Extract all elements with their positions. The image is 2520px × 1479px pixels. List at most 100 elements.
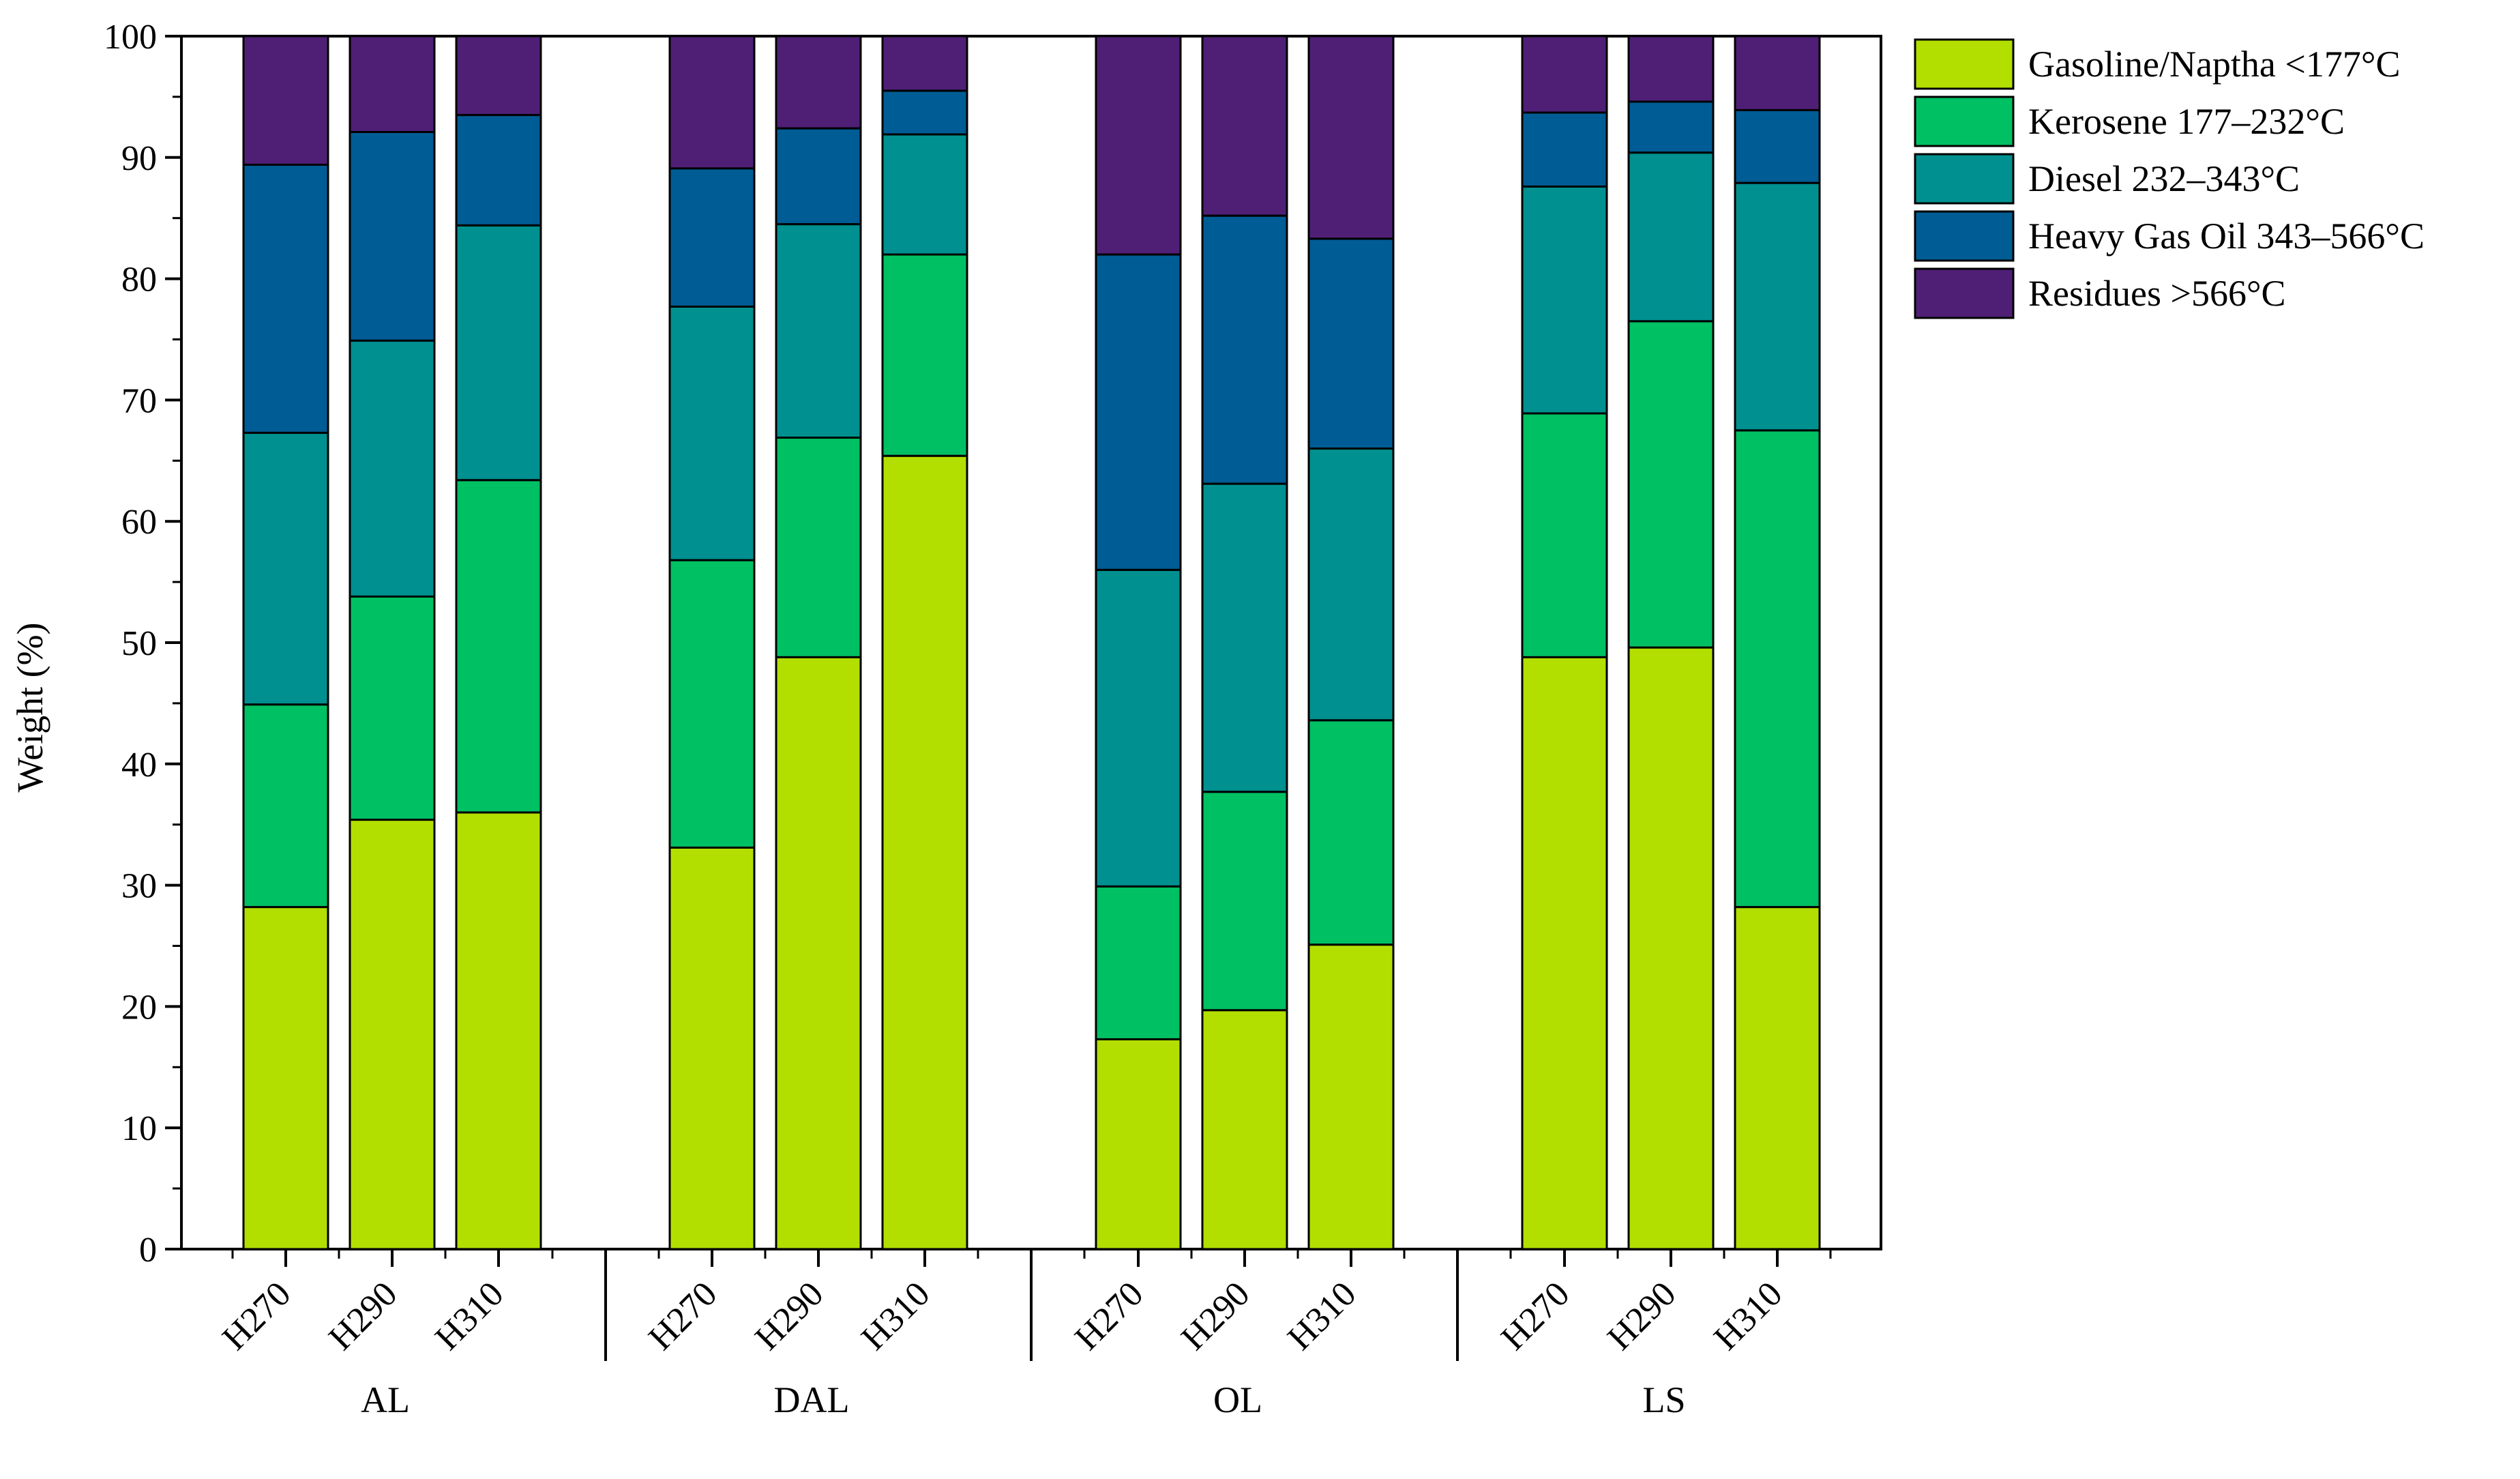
x-tick-label-h270: H270 [641, 1274, 724, 1358]
legend-swatch-0 [1914, 38, 2015, 90]
legend-label-3: Heavy Gas Oil 343–566°C [2028, 216, 2425, 257]
bar-segment-ls-h310-series-4 [1734, 35, 1821, 111]
y-tick-label: 60 [121, 503, 157, 542]
bar-segment-ol-h270-series-0 [1095, 1038, 1182, 1250]
bars [242, 35, 1821, 1250]
bar-segment-ls-h270-series-0 [1521, 656, 1608, 1250]
bar-segment-ls-h270-series-2 [1521, 185, 1608, 415]
bar-segment-al-h270-series-2 [242, 431, 329, 706]
bar-segment-dal-h270-series-3 [668, 167, 756, 308]
bar-segment-dal-h310-series-0 [881, 454, 968, 1250]
bar-segment-ol-h290-series-0 [1201, 1009, 1288, 1250]
bar-segment-al-h310-series-4 [455, 35, 542, 117]
bar-segment-dal-h290-series-4 [775, 35, 862, 130]
x-tick-label-h290: H290 [1174, 1274, 1257, 1358]
y-tick-label: 30 [121, 867, 157, 906]
x-tick-label-h270: H270 [1067, 1274, 1151, 1358]
y-tick-label: 40 [121, 746, 157, 785]
legend-swatch-1 [1914, 96, 2015, 147]
bar-segment-al-h290-series-0 [349, 819, 436, 1250]
group-label-ls: LS [1642, 1379, 1685, 1420]
bar-segment-ol-h290-series-3 [1201, 214, 1288, 485]
bar-segment-ol-h290-series-2 [1201, 482, 1288, 793]
legend-label-0: Gasoline/Naptha <177°C [2028, 44, 2400, 85]
legend-label-1: Kerosene 177–232°C [2028, 101, 2345, 142]
x-tick-label-h270: H270 [215, 1274, 298, 1358]
bar-segment-ls-h290-series-2 [1627, 151, 1715, 323]
bar-segment-al-h290-series-1 [349, 595, 436, 821]
bar-segment-dal-h310-series-2 [881, 133, 968, 256]
x-tick-label-h290: H290 [321, 1274, 404, 1358]
bar-segment-ol-h310-series-0 [1307, 943, 1395, 1250]
bar-segment-ol-h310-series-4 [1307, 35, 1395, 240]
y-tick-label: 50 [121, 624, 157, 663]
bar-segment-ls-h310-series-3 [1734, 108, 1821, 184]
y-tick-label: 20 [121, 988, 157, 1027]
bar-segment-al-h310-series-2 [455, 224, 542, 482]
bar-segment-dal-h310-series-1 [881, 253, 968, 457]
plot-frame [180, 35, 1882, 1250]
legend-swatch-2 [1914, 153, 2015, 205]
bar-segment-ls-h290-series-1 [1627, 320, 1715, 649]
bar-segment-ls-h290-series-3 [1627, 100, 1715, 154]
y-tick-label: 10 [121, 1109, 157, 1148]
y-tick-label: 90 [121, 139, 157, 178]
x-tick-label-h310: H310 [428, 1274, 511, 1358]
bar-segment-ls-h310-series-1 [1734, 429, 1821, 909]
bar-segment-ls-h310-series-2 [1734, 181, 1821, 432]
bar-segment-al-h290-series-4 [349, 35, 436, 133]
bar-segment-al-h290-series-3 [349, 130, 436, 342]
group-label-al: AL [361, 1379, 410, 1420]
bar-segment-ol-h290-series-4 [1201, 35, 1288, 217]
bar-segment-ol-h310-series-1 [1307, 719, 1395, 946]
bar-segment-al-h270-series-1 [242, 703, 329, 909]
bar-segment-ol-h310-series-2 [1307, 448, 1395, 722]
bar-segment-al-h270-series-4 [242, 35, 329, 166]
y-tick-label: 0 [139, 1231, 157, 1270]
x-tick-label-h310: H310 [854, 1274, 937, 1358]
plot-area [180, 35, 1882, 1250]
x-tick-label-h310: H310 [1706, 1274, 1790, 1358]
bar-segment-dal-h290-series-1 [775, 437, 862, 658]
group-label-dal: DAL [774, 1379, 850, 1420]
bar-segment-al-h290-series-2 [349, 339, 436, 598]
x-tick-label-h290: H290 [747, 1274, 831, 1358]
bar-segment-ol-h270-series-4 [1095, 35, 1182, 256]
y-axis-title: Weight (%) [10, 622, 50, 792]
bar-segment-dal-h290-series-2 [775, 223, 862, 439]
bar-segment-dal-h270-series-0 [668, 846, 756, 1250]
bar-segment-ls-h270-series-3 [1521, 111, 1608, 188]
bar-segment-ls-h310-series-0 [1734, 906, 1821, 1250]
bar-segment-dal-h270-series-4 [668, 35, 756, 170]
y-tick-label: 70 [121, 381, 157, 420]
bar-segment-dal-h310-series-3 [881, 89, 968, 136]
y-tick-label: 100 [104, 18, 157, 57]
bar-segment-dal-h270-series-2 [668, 305, 756, 561]
bar-segment-ls-h290-series-0 [1627, 646, 1715, 1250]
bar-segment-dal-h310-series-4 [881, 35, 968, 92]
bar-segment-dal-h290-series-3 [775, 127, 862, 226]
bar-segment-ol-h290-series-1 [1201, 791, 1288, 1012]
bar-segment-ol-h310-series-3 [1307, 237, 1395, 450]
bar-segment-al-h310-series-3 [455, 114, 542, 226]
legend: Gasoline/Naptha <177°C Kerosene 177–232°C… [1914, 38, 2425, 319]
bar-segment-ls-h270-series-1 [1521, 412, 1608, 658]
bar-segment-ol-h270-series-2 [1095, 568, 1182, 888]
x-tick-label-h310: H310 [1280, 1274, 1363, 1358]
bar-segment-dal-h290-series-0 [775, 656, 862, 1250]
bar-segment-ls-h270-series-4 [1521, 35, 1608, 114]
bar-segment-al-h310-series-0 [455, 811, 542, 1250]
legend-swatch-4 [1914, 267, 2015, 319]
legend-swatch-3 [1914, 210, 2015, 262]
bar-segment-al-h270-series-0 [242, 906, 329, 1250]
bar-segment-ls-h290-series-4 [1627, 35, 1715, 103]
bar-segment-al-h270-series-3 [242, 163, 329, 434]
bar-segment-ol-h270-series-3 [1095, 253, 1182, 571]
x-tick-label-h270: H270 [1494, 1274, 1577, 1358]
legend-label-4: Residues >566°C [2028, 273, 2286, 314]
legend-label-2: Diesel 232–343°C [2028, 158, 2300, 199]
bar-segment-ol-h270-series-1 [1095, 885, 1182, 1040]
y-tick-label: 80 [121, 261, 157, 299]
bar-segment-dal-h270-series-1 [668, 559, 756, 849]
